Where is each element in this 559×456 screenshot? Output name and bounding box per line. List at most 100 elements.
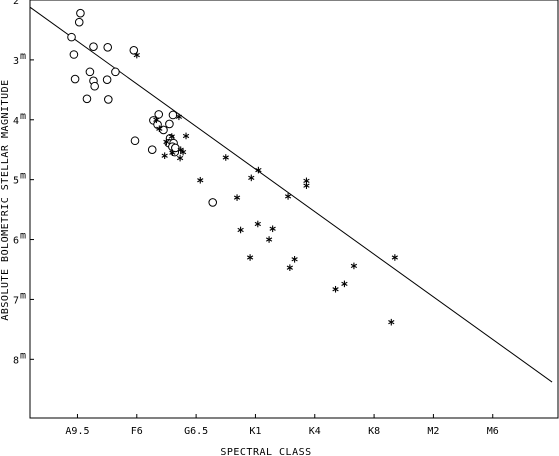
circle-point bbox=[147, 145, 157, 155]
y-tick-unit: m bbox=[20, 0, 26, 2]
x-tick-label: F6 bbox=[131, 426, 143, 437]
asterisk-stroke bbox=[254, 221, 261, 227]
asterisk-stroke bbox=[169, 150, 176, 155]
asterisk-stroke bbox=[222, 155, 229, 160]
asterisk-stroke bbox=[176, 155, 184, 161]
asterisk-point bbox=[168, 133, 175, 140]
circle-point bbox=[67, 32, 76, 42]
asterisk-point bbox=[197, 176, 204, 184]
asterisk-point bbox=[175, 113, 183, 121]
asterisk-point bbox=[286, 264, 293, 271]
circle-point bbox=[171, 143, 180, 153]
circle-point bbox=[129, 46, 139, 55]
x-tick-label: G6.5 bbox=[184, 426, 208, 437]
asterisk-stroke bbox=[153, 117, 160, 122]
asterisk-point bbox=[153, 116, 160, 124]
asterisk-stroke bbox=[168, 134, 175, 139]
fit-line-group bbox=[29, 6, 553, 383]
asterisk-stroke bbox=[197, 178, 204, 183]
asterisk-stroke bbox=[286, 265, 293, 270]
asterisk-stroke bbox=[291, 257, 298, 262]
asterisk-stroke bbox=[133, 52, 140, 58]
asterisk-point bbox=[163, 138, 170, 146]
asterisk-point bbox=[284, 193, 292, 200]
asterisk-point bbox=[176, 154, 184, 162]
circle-point bbox=[85, 67, 95, 77]
asterisk-point bbox=[169, 149, 176, 157]
circle-point bbox=[168, 110, 178, 120]
asterisk-point bbox=[133, 51, 140, 59]
asterisk-stroke bbox=[246, 255, 254, 260]
y-tick-unit: m bbox=[20, 350, 26, 361]
y-tick-unit: m bbox=[20, 111, 26, 122]
asterisk-point bbox=[303, 182, 310, 189]
asterisk-point bbox=[222, 154, 229, 161]
asterisk-stroke bbox=[233, 195, 241, 200]
asterisk-stroke bbox=[248, 175, 255, 180]
asterisk-point bbox=[341, 280, 348, 288]
asterisk-point bbox=[248, 174, 255, 182]
x-tick-label: M2 bbox=[427, 426, 439, 437]
asterisk-point bbox=[350, 262, 358, 270]
y-tick-label: 4 bbox=[13, 116, 19, 127]
circle-point bbox=[130, 136, 140, 146]
x-tick-label: A9.5 bbox=[65, 426, 89, 437]
asterisk-point bbox=[246, 254, 254, 261]
circle-point bbox=[89, 42, 98, 52]
asterisk-point bbox=[237, 226, 244, 234]
asterisk-stroke bbox=[388, 320, 395, 325]
x-axis-label: SPECTRAL CLASS bbox=[220, 447, 311, 456]
asterisk-point bbox=[391, 254, 398, 261]
y-axis-label: ABSOLUTE BOLOMETRIC STELLAR MAGNITUDE bbox=[0, 79, 11, 320]
asterisk-stroke bbox=[182, 133, 190, 139]
circle-point bbox=[102, 75, 112, 84]
y-tick-label: 8 bbox=[13, 355, 19, 366]
circle-point bbox=[74, 17, 84, 27]
asterisk-stroke bbox=[350, 263, 358, 269]
circle-point bbox=[104, 95, 113, 104]
asterisk-point bbox=[269, 225, 276, 233]
x-tick-label: K1 bbox=[249, 426, 261, 437]
y-tick-label: 2 bbox=[13, 0, 19, 7]
asterisk-stroke bbox=[237, 227, 244, 233]
asterisk-stroke bbox=[332, 287, 339, 292]
asterisk-point bbox=[255, 166, 262, 174]
markers bbox=[67, 8, 398, 326]
y-tick-label: 5 bbox=[13, 176, 19, 187]
y-tick-label: 3 bbox=[13, 56, 19, 67]
asterisk-point bbox=[156, 125, 163, 133]
y-tick-label: 7 bbox=[13, 295, 19, 306]
asterisk-stroke bbox=[161, 153, 168, 158]
asterisk-stroke bbox=[163, 139, 170, 145]
asterisk-point bbox=[388, 318, 395, 326]
circle-point bbox=[208, 198, 218, 207]
circle-point bbox=[111, 67, 120, 77]
x-tick-label: K4 bbox=[309, 426, 321, 437]
circle-point bbox=[76, 8, 85, 18]
fit-line bbox=[29, 6, 553, 383]
asterisk-stroke bbox=[179, 149, 187, 155]
asterisk-stroke bbox=[269, 226, 276, 231]
asterisk-point bbox=[332, 285, 339, 293]
x-tick-label: M6 bbox=[487, 426, 499, 437]
asterisk-point bbox=[182, 132, 190, 140]
circle-point bbox=[103, 43, 113, 52]
asterisk-stroke bbox=[284, 194, 292, 199]
y-tick-label: 6 bbox=[13, 236, 19, 247]
asterisk-point bbox=[233, 194, 241, 201]
circle-point bbox=[165, 119, 174, 129]
x-tick-label: K8 bbox=[368, 426, 380, 437]
asterisk-point bbox=[265, 236, 273, 243]
asterisk-stroke bbox=[303, 183, 310, 188]
asterisk-stroke bbox=[303, 178, 310, 183]
asterisk-stroke bbox=[156, 126, 163, 131]
asterisk-point bbox=[161, 152, 168, 160]
asterisk-stroke bbox=[391, 255, 398, 260]
y-tick-unit: m bbox=[20, 171, 26, 182]
circle-point bbox=[69, 50, 79, 59]
asterisk-stroke bbox=[175, 114, 183, 119]
y-tick-unit: m bbox=[20, 290, 26, 301]
asterisk-point bbox=[179, 148, 187, 156]
